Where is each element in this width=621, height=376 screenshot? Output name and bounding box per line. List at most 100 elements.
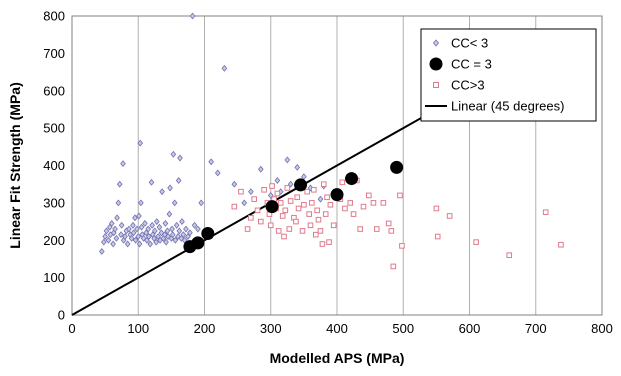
point-s2-16	[277, 200, 284, 206]
point-s0-24	[128, 234, 135, 242]
point-s0-12	[114, 214, 120, 222]
point-s0-59	[163, 238, 169, 246]
point-s0-87	[214, 169, 221, 177]
point-s2-20	[284, 185, 291, 191]
x-tick-label-500: 500	[392, 321, 414, 336]
y-tick-label-100: 100	[43, 270, 65, 285]
point-s0-82	[189, 12, 196, 20]
x-tick-label-600: 600	[459, 321, 481, 336]
point-s2-31	[306, 211, 312, 217]
point-s0-90	[241, 199, 248, 207]
point-s2-33	[309, 200, 315, 206]
point-s2-14	[274, 190, 281, 197]
point-s0-25	[130, 221, 136, 229]
y-tick-label-500: 500	[43, 121, 65, 136]
point-s2-55	[360, 203, 367, 210]
point-s2-66	[434, 233, 441, 240]
point-s0-67	[170, 150, 177, 158]
point-s2-59	[380, 200, 387, 206]
point-s2-36	[314, 207, 320, 214]
point-s2-68	[473, 239, 479, 245]
point-s0-79	[183, 225, 189, 233]
point-s2-0	[231, 203, 238, 210]
point-s0-2	[102, 233, 108, 240]
point-s0-76	[179, 218, 185, 225]
legend-box	[420, 28, 597, 122]
point-s0-8	[110, 240, 116, 248]
point-s2-57	[370, 200, 377, 206]
y-tick-label-800: 800	[43, 9, 65, 24]
point-s0-70	[173, 221, 180, 229]
point-s0-60	[164, 227, 171, 235]
point-s2-34	[311, 186, 317, 193]
point-s0-74	[177, 154, 183, 162]
point-s2-25	[294, 194, 301, 201]
point-s2-5	[254, 207, 261, 214]
point-s2-44	[327, 201, 334, 208]
point-s2-61	[388, 228, 395, 234]
point-s0-69	[172, 236, 179, 244]
point-s2-45	[330, 222, 337, 229]
point-s0-100	[307, 184, 314, 192]
legend-marker-0	[432, 39, 440, 47]
point-s2-62	[390, 263, 397, 270]
point-s0-34	[138, 199, 144, 207]
point-s2-1	[238, 188, 244, 195]
point-s2-39	[319, 241, 326, 247]
point-s0-4	[105, 236, 112, 244]
point-s2-43	[326, 239, 332, 245]
point-s2-64	[399, 243, 405, 249]
point-s2-65	[433, 205, 440, 212]
point-s1-3	[265, 200, 279, 214]
point-s0-101	[317, 195, 324, 203]
point-s2-38	[317, 228, 324, 234]
point-s0-31	[136, 212, 142, 220]
point-s2-7	[261, 186, 267, 193]
point-s0-68	[171, 199, 178, 207]
point-s0-92	[257, 165, 264, 173]
point-s2-24	[293, 218, 299, 225]
point-s2-17	[279, 213, 286, 219]
point-s0-81	[187, 229, 193, 237]
point-s2-50	[342, 205, 348, 212]
x-axis-label: Modelled APS (MPa)	[270, 350, 405, 366]
point-s2-42	[324, 194, 330, 201]
tick-labels: 0 100 200 300 400 500 600 700 800 0 100 200 300 400 50…	[43, 9, 613, 337]
point-s2-67	[446, 213, 453, 219]
point-s0-65	[169, 225, 175, 233]
y-axis-label: Linear Fit Strength (MPa)	[7, 82, 23, 248]
point-s2-69	[506, 252, 513, 258]
plot-area	[71, 15, 603, 316]
point-s0-45	[149, 221, 155, 229]
point-s2-40	[320, 181, 327, 187]
point-s0-63	[167, 184, 173, 192]
point-s2-58	[373, 226, 380, 232]
point-s2-71	[558, 241, 564, 248]
point-s2-56	[366, 192, 372, 199]
trend-line-group	[71, 108, 437, 316]
x-tick-label-800: 800	[591, 321, 613, 336]
legend-label-3: Linear (45 degrees)	[451, 99, 564, 114]
point-s2-4	[251, 196, 257, 202]
point-s0-38	[142, 220, 148, 227]
y-tick-label-400: 400	[43, 158, 65, 173]
legend-marker-1	[429, 57, 443, 71]
point-s0-28	[132, 236, 139, 244]
point-s0-26	[130, 229, 137, 237]
plot-border	[71, 15, 603, 316]
point-s0-55	[159, 188, 165, 196]
point-s0-77	[180, 231, 187, 239]
trend-line	[71, 108, 437, 316]
point-s0-15	[118, 231, 124, 239]
point-s2-32	[307, 222, 314, 229]
point-s0-30	[135, 233, 142, 240]
point-s0-37	[140, 234, 147, 242]
point-s0-48	[151, 227, 158, 235]
point-s0-94	[274, 177, 281, 184]
x-tick-label-400: 400	[326, 321, 348, 336]
x-tick-label-0: 0	[68, 321, 75, 336]
point-s1-2	[201, 227, 215, 241]
point-s0-88	[221, 64, 228, 72]
point-s2-70	[542, 209, 549, 216]
